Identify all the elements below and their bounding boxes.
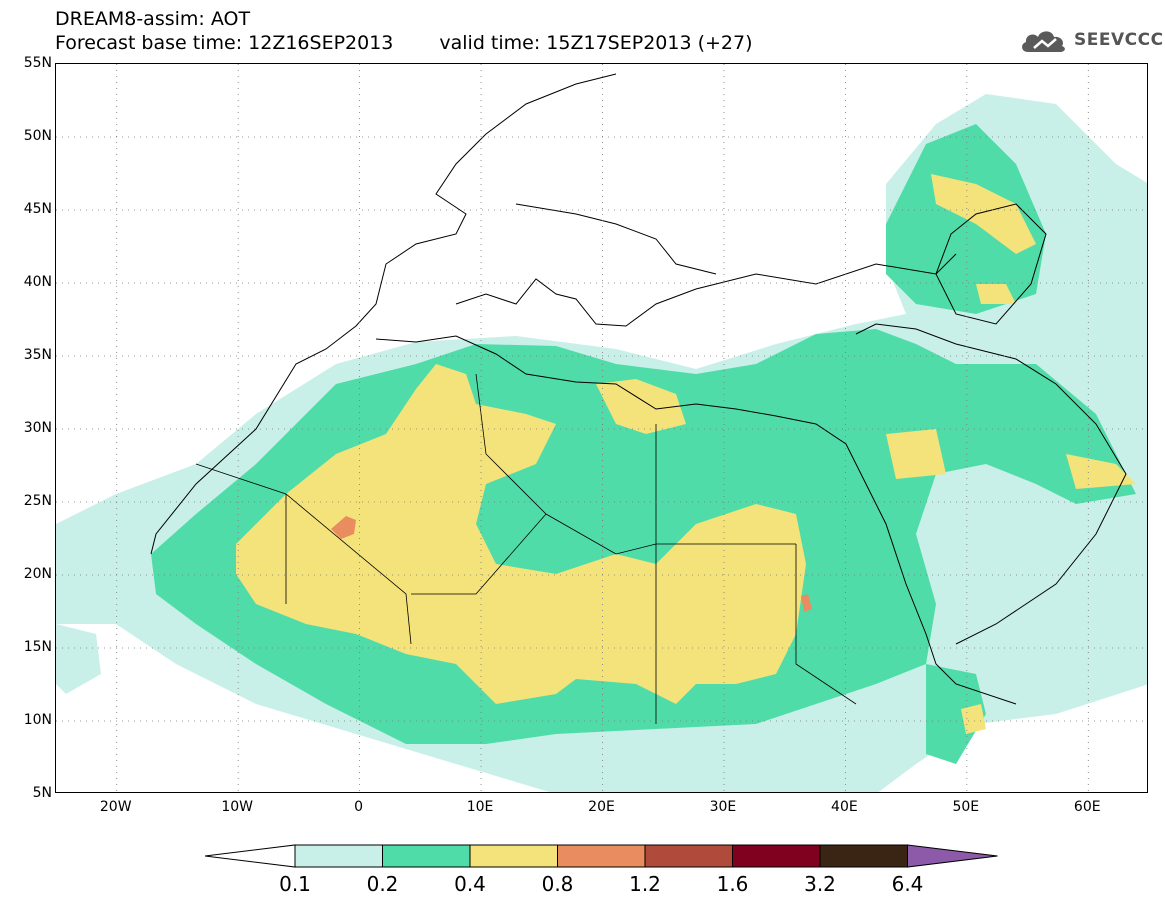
colorbar-tick-label: 0.8 xyxy=(541,872,574,896)
lon-tick-label: 30E xyxy=(709,799,737,815)
lon-tick-label: 20W xyxy=(99,799,132,815)
lat-tick-label: 25N xyxy=(23,493,52,509)
lon-tick-label: 10E xyxy=(466,799,494,815)
lon-tick-label: 50E xyxy=(952,799,980,815)
cloud-icon xyxy=(1022,31,1065,52)
colorbar-bin xyxy=(382,844,471,868)
base-time: Forecast base time: 12Z16SEP2013 xyxy=(55,32,394,54)
aot-contour-0-4 xyxy=(236,174,1136,734)
lon-tick-label: 40E xyxy=(831,799,858,815)
colorbar-bin xyxy=(644,844,733,868)
colorbar-tick-label: 6.4 xyxy=(891,872,924,896)
colorbar-tick-label: 0.4 xyxy=(454,872,486,896)
colorbar-bin xyxy=(469,844,558,868)
aot-contour-0-8 xyxy=(331,516,812,612)
colorbar-tick-label: 0.1 xyxy=(279,872,311,896)
aot-field-map xyxy=(56,64,1147,792)
logo-text: SEEVCCC xyxy=(1074,30,1164,50)
coastlines xyxy=(150,73,1127,705)
colorbar-under-triangle xyxy=(205,844,296,868)
lon-tick-label: 0 xyxy=(354,799,364,815)
colorbar-tick-label: 0.2 xyxy=(366,872,399,896)
lon-tick-label: 60E xyxy=(1073,799,1101,815)
lat-tick-label: 35N xyxy=(23,347,52,363)
country-borders xyxy=(195,373,857,724)
lat-tick-label: 15N xyxy=(23,639,52,655)
colorbar-tick-label: 1.6 xyxy=(716,872,749,896)
colorbar-bin xyxy=(294,844,383,868)
lat-tick-label: 45N xyxy=(23,201,52,217)
colorbar-bin xyxy=(732,844,821,868)
forecast-time-line: Forecast base time: 12Z16SEP2013 valid ti… xyxy=(55,32,753,54)
lat-tick-label: 20N xyxy=(23,566,52,582)
colorbar-bin xyxy=(557,844,646,868)
lat-tick-label: 10N xyxy=(23,712,52,728)
colorbar-tick-label: 3.2 xyxy=(804,872,836,896)
lat-tick-label: 55N xyxy=(23,55,52,71)
lat-tick-label: 50N xyxy=(23,128,52,144)
lat-tick-label: 40N xyxy=(23,274,52,290)
lat-lon-grid xyxy=(56,64,1147,792)
aot-colorbar xyxy=(205,844,998,868)
lon-tick-label: 20E xyxy=(588,799,615,815)
colorbar-tick-label: 1.2 xyxy=(629,872,661,896)
valid-time: valid time: 15Z17SEP2013 (+27) xyxy=(439,32,753,54)
colorbar-bin xyxy=(819,844,908,868)
seevccc-logo: SEEVCCC xyxy=(1018,24,1164,56)
aot-map xyxy=(55,63,1148,793)
lat-tick-label: 30N xyxy=(23,420,52,436)
lat-tick-label: 5N xyxy=(32,785,52,801)
lon-tick-label: 10W xyxy=(221,799,253,815)
colorbar-over-triangle xyxy=(907,844,998,868)
map-title: DREAM8-assim: AOT xyxy=(55,8,251,30)
